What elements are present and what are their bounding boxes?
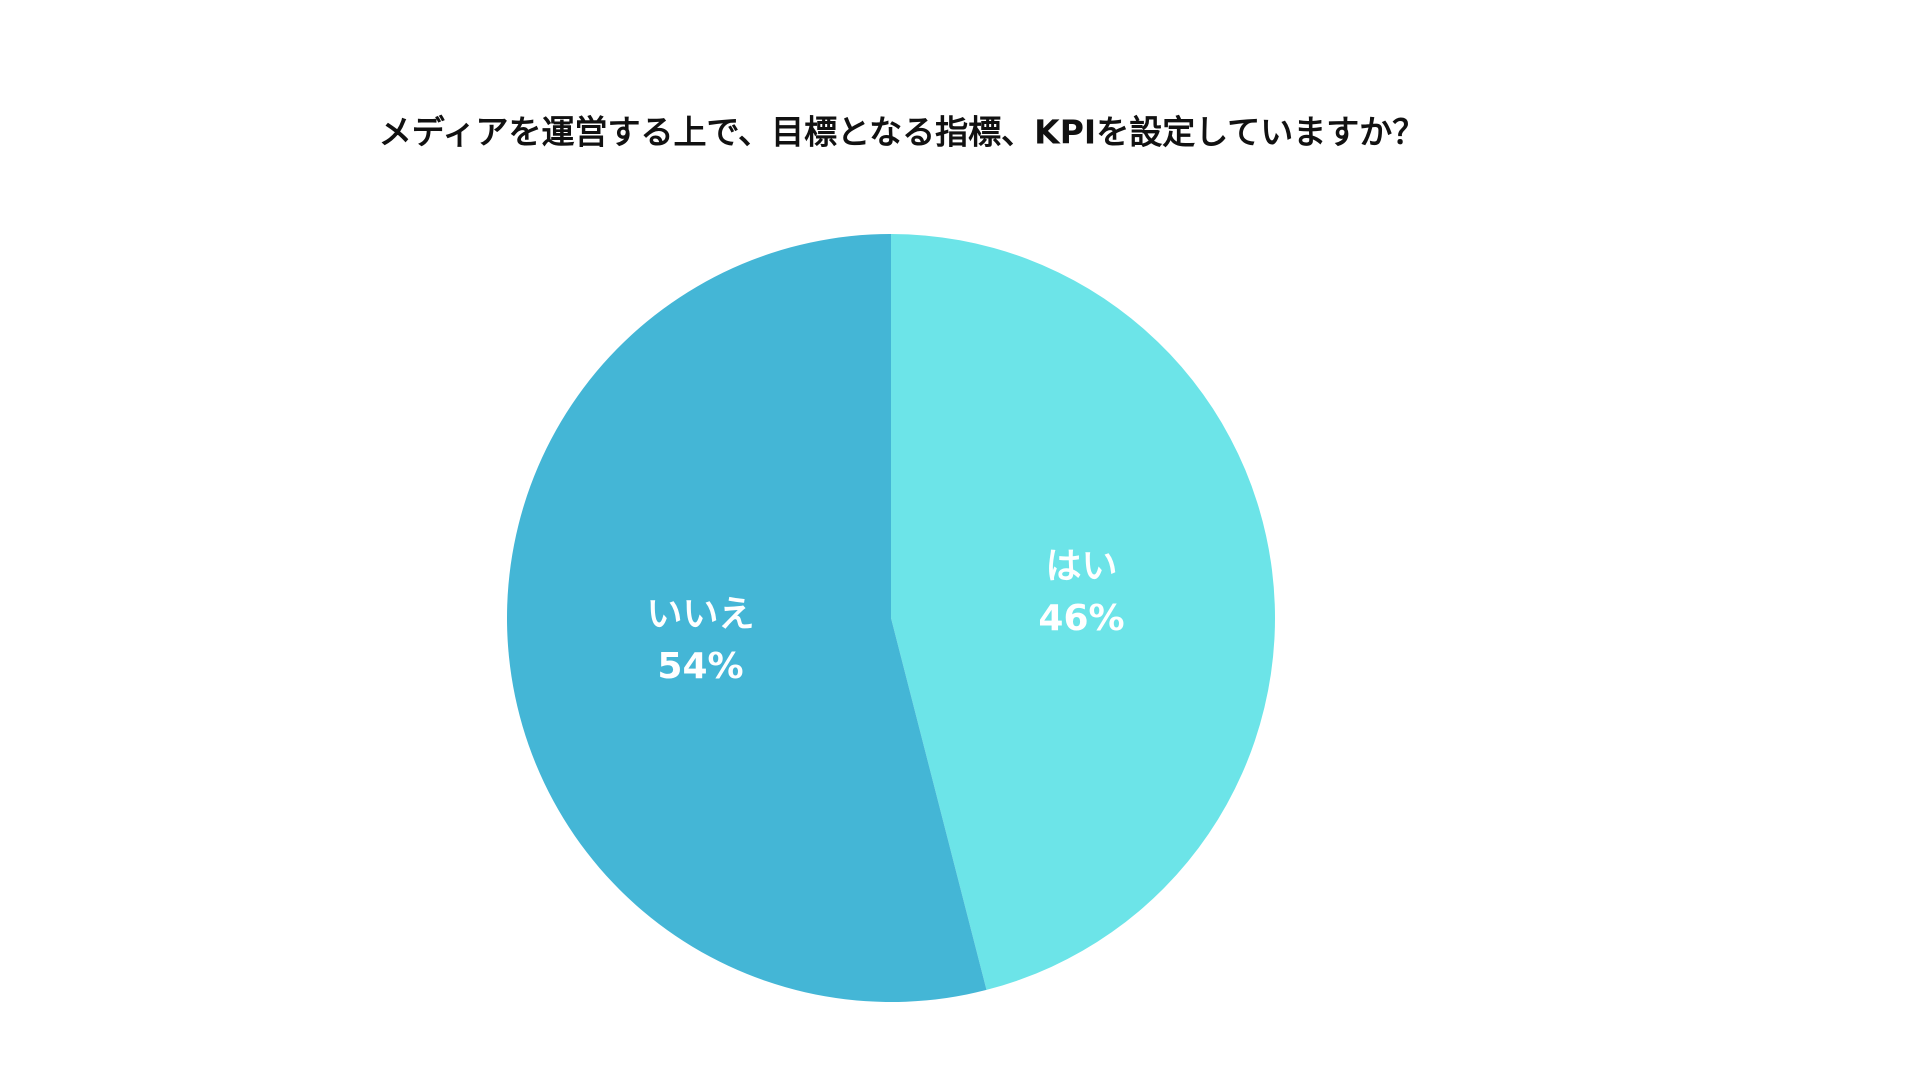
value-label: 46% [1038,598,1124,639]
slice-label: いいえ [647,594,755,635]
pie-slice [506,234,987,1003]
pie-slice [891,234,1275,990]
slice-label: はい [1045,546,1117,587]
chart-title: メディアを運営する上で、目標となる指標、KPIを設定していますか？ [379,113,1425,152]
value-label: 54% [657,646,743,687]
